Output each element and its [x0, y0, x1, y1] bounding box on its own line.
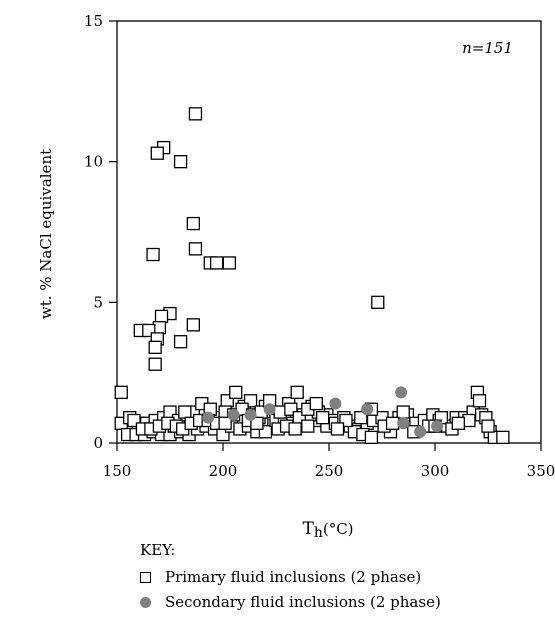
primary-inclusion-point [154, 309, 169, 324]
primary-inclusion-point [364, 430, 379, 445]
primary-inclusion-point [188, 107, 203, 121]
primary-inclusion-point [481, 419, 495, 433]
secondary-inclusion-point [395, 386, 408, 399]
primary-inclusion-point [315, 411, 330, 425]
secondary-inclusion-point [397, 417, 410, 430]
x-tick-label: 350 [527, 462, 555, 480]
primary-inclusion-point [150, 146, 164, 160]
primary-inclusion-point [173, 155, 188, 169]
axis-ticks: 150 200 250 300 350 0 5 10 15 [84, 12, 555, 480]
open-square-marker-icon [140, 572, 151, 583]
secondary-inclusion-point [361, 403, 374, 416]
x-tick-label: 250 [315, 462, 344, 480]
x-axis-title-sub: h [314, 525, 323, 541]
y-tick-label: 5 [93, 293, 103, 311]
primary-inclusion-point [472, 394, 487, 408]
primary-inclusion-point [148, 357, 162, 371]
plot-frame [116, 20, 542, 444]
sample-count-annotation: n=151 [462, 39, 513, 57]
primary-inclusion-point [173, 335, 188, 349]
primary-inclusion-point [222, 256, 237, 270]
secondary-inclusion-point [227, 408, 240, 421]
primary-inclusion-point [496, 430, 510, 445]
primary-inclusion-point [451, 416, 465, 430]
primary-inclusion-point [385, 416, 400, 430]
primary-inclusion-point [371, 295, 385, 309]
primary-inclusion-point [250, 416, 264, 430]
plot-border [116, 20, 542, 444]
primary-inclusion-point [396, 405, 410, 419]
primary-inclusion-point [188, 242, 203, 256]
x-tick-label: 150 [103, 462, 132, 480]
y-tick-label: 0 [93, 434, 103, 452]
y-tick-label: 15 [84, 12, 103, 30]
legend-label-secondary: Secondary fluid inclusions (2 phase) [165, 593, 441, 611]
legend-item-secondary: Secondary fluid inclusions (2 phase) [140, 590, 441, 615]
y-axis-title: wt. % NaCl equivalent [37, 149, 55, 319]
primary-inclusion-point [148, 340, 162, 354]
legend: KEY: Primary fluid inclusions (2 phase) … [140, 538, 441, 615]
secondary-inclusion-point [431, 420, 444, 433]
primary-inclusion-point [290, 385, 304, 400]
primary-inclusion-point [229, 385, 243, 400]
primary-inclusion-point [209, 256, 224, 270]
primary-inclusion-point [301, 419, 315, 433]
primary-inclusion-point [288, 422, 302, 436]
primary-inclusion-point [186, 318, 200, 332]
primary-inclusion-point [354, 411, 368, 425]
legend-item-primary: Primary fluid inclusions (2 phase) [140, 565, 441, 590]
x-axis-title-main: T [302, 519, 314, 539]
x-axis-title-unit: (°C) [323, 520, 354, 538]
primary-inclusion-point [186, 216, 200, 231]
x-tick-label: 200 [209, 462, 238, 480]
filled-circle-marker-icon [140, 597, 151, 608]
y-tick-label: 10 [84, 153, 103, 171]
secondary-inclusion-point [202, 411, 215, 424]
legend-title: KEY: [140, 541, 176, 559]
primary-inclusion-point [218, 416, 232, 430]
primary-inclusion-point [178, 405, 192, 419]
x-axis-title: Th(°C) [302, 519, 353, 541]
legend-label-primary: Primary fluid inclusions (2 phase) [165, 568, 422, 586]
secondary-inclusion-point [329, 397, 342, 410]
x-tick-label: 300 [421, 462, 450, 480]
primary-inclusion-point [309, 396, 323, 411]
primary-inclusion-point [114, 385, 128, 400]
primary-inclusion-point [330, 422, 345, 436]
primary-inclusion-point [146, 247, 160, 262]
secondary-inclusion-point [263, 403, 276, 416]
secondary-inclusion-point [244, 408, 257, 421]
data-points [114, 107, 510, 445]
secondary-inclusion-point [414, 425, 427, 438]
